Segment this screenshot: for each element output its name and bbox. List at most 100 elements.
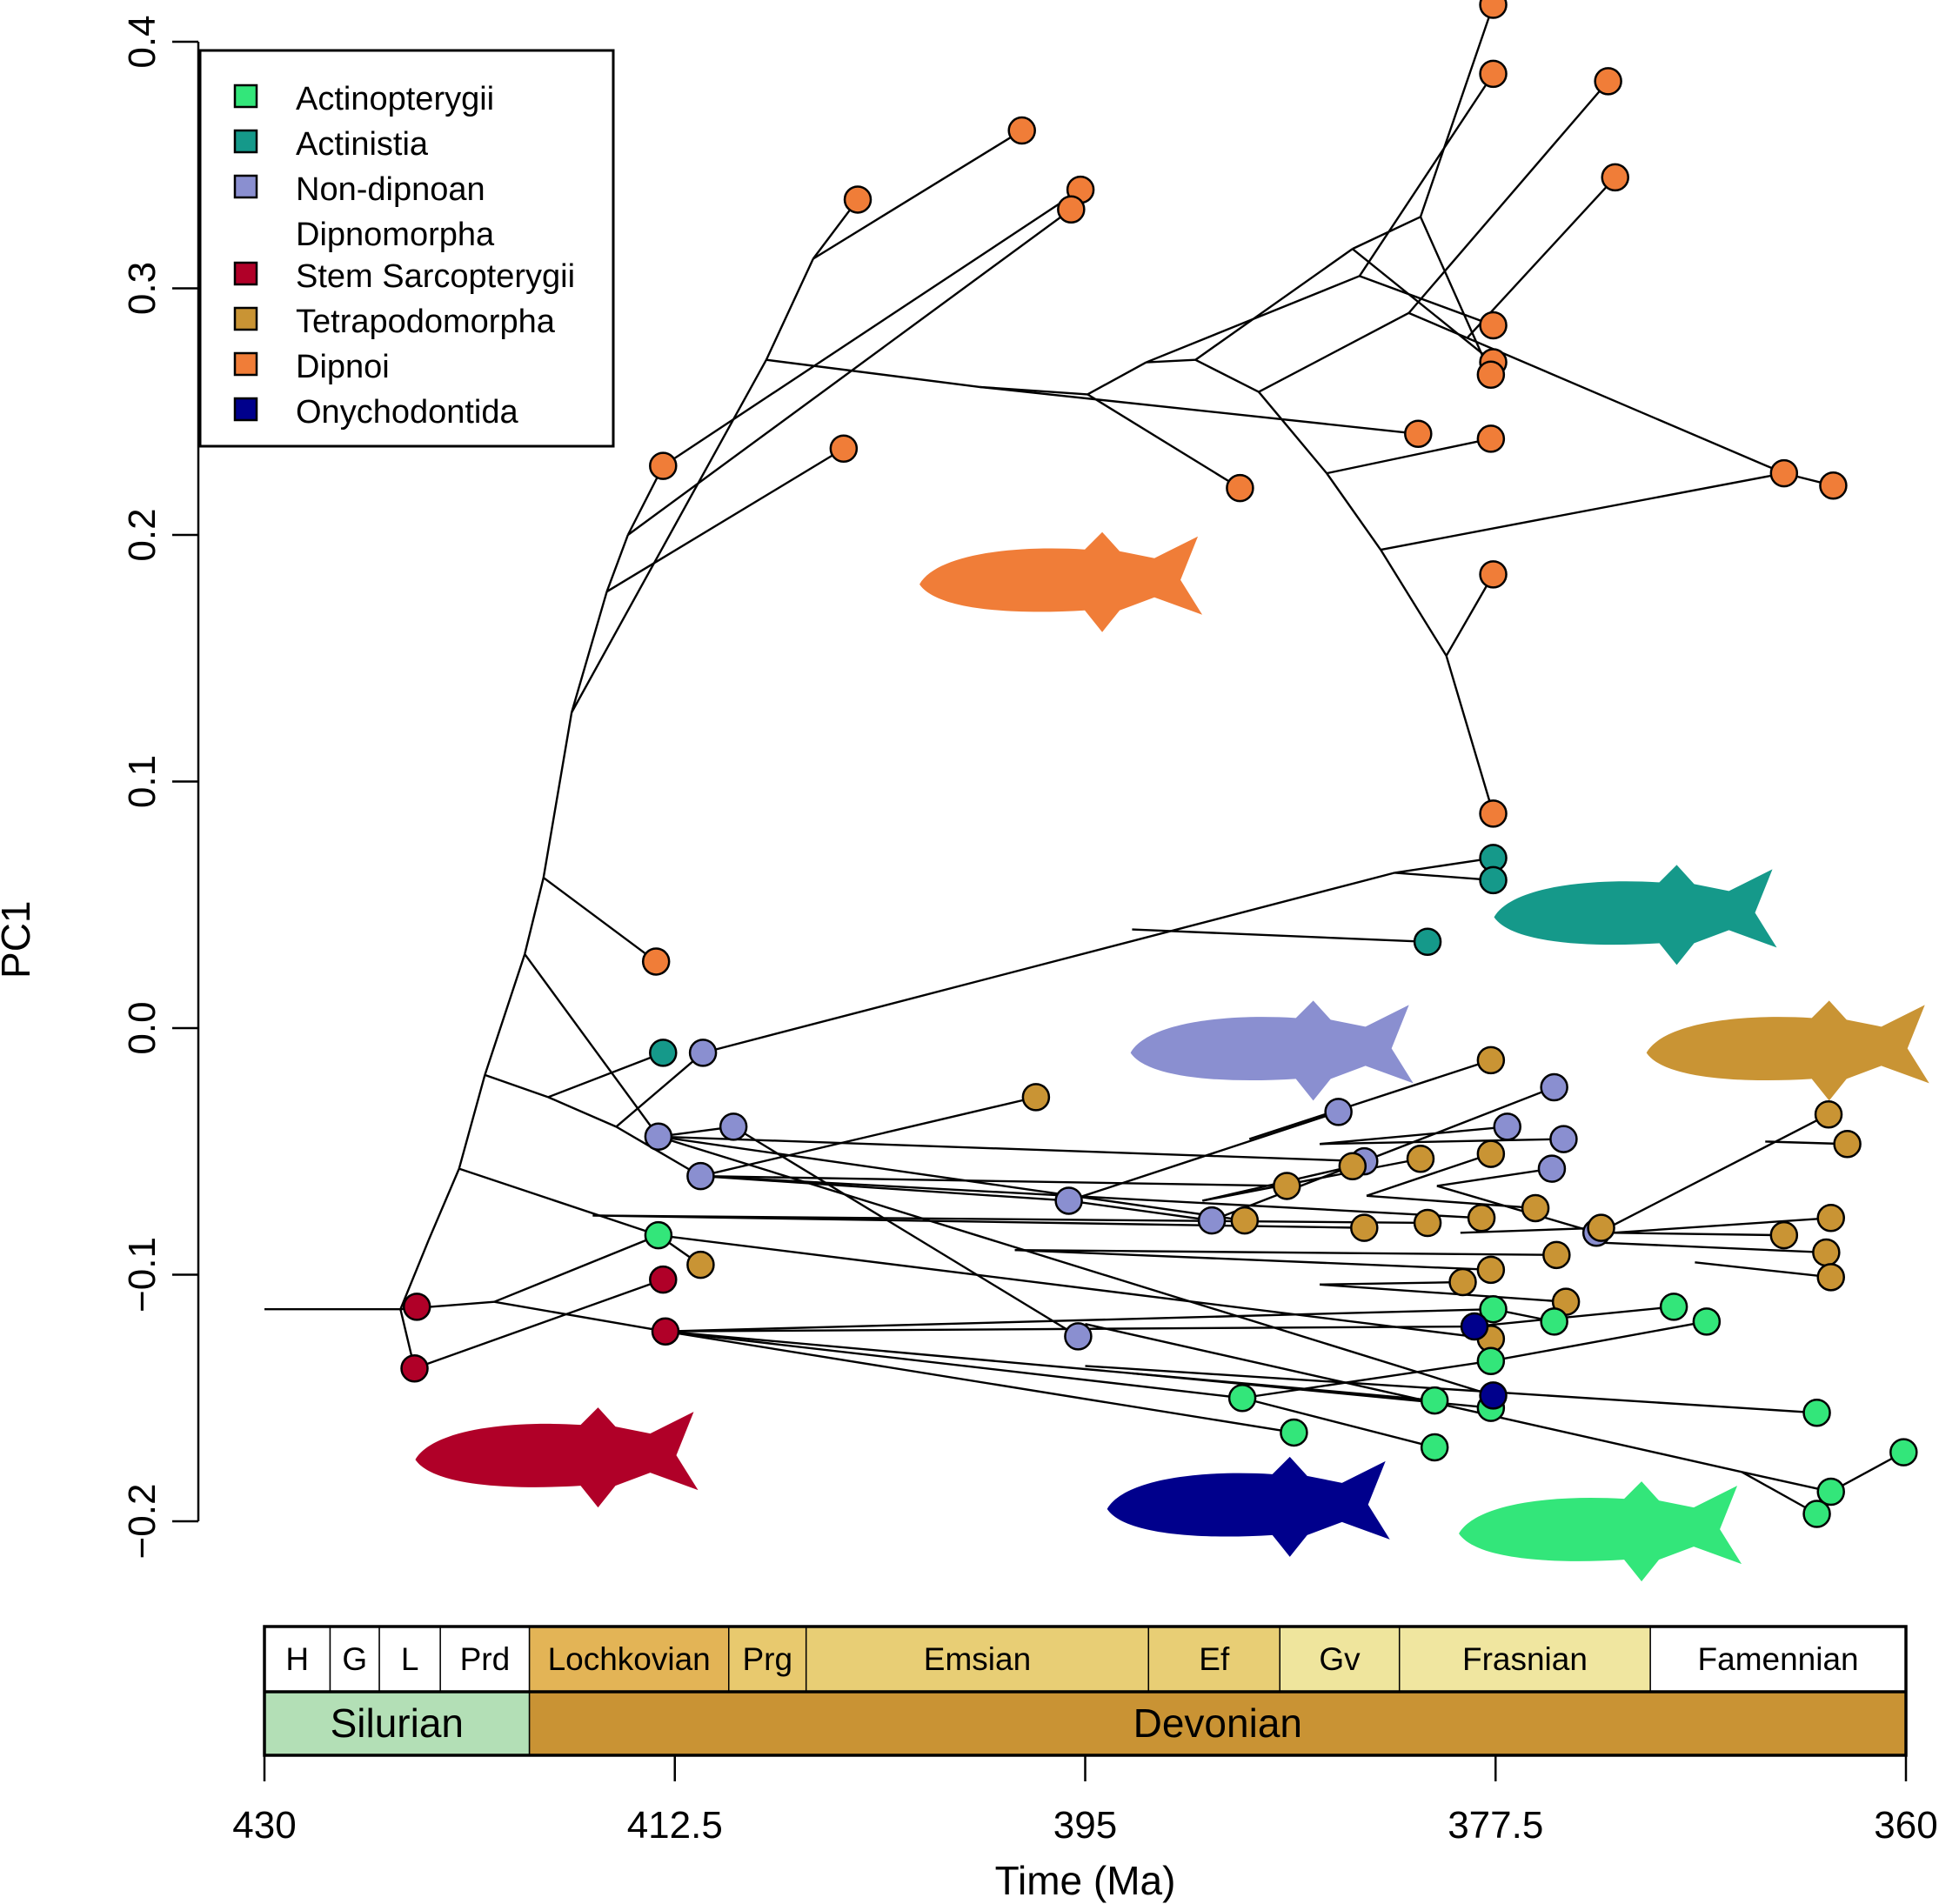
tip-point xyxy=(1802,1500,1831,1528)
period-label: Devonian xyxy=(1133,1700,1302,1746)
tree-branch xyxy=(1490,1320,1708,1362)
tree-branch xyxy=(1695,1261,1831,1279)
tip-point xyxy=(649,1039,678,1067)
fish-body xyxy=(1646,1000,1929,1101)
tip-point xyxy=(1594,67,1622,96)
tree-branch xyxy=(732,1126,1080,1338)
tree-branch xyxy=(1258,391,1328,474)
tip-point xyxy=(1406,1145,1435,1173)
period-label: Silurian xyxy=(331,1700,464,1746)
stage-label: Frasnian xyxy=(1462,1641,1588,1677)
legend: Actinopterygii Actinistia Non-dipnoan Dipno… xyxy=(198,49,615,448)
legend-swatch xyxy=(233,261,258,286)
tip-point xyxy=(1338,1152,1367,1181)
tip-point xyxy=(1479,59,1508,89)
tip-point xyxy=(1542,1240,1571,1270)
tip-point xyxy=(1054,1186,1083,1215)
tip-point xyxy=(1467,1204,1496,1233)
tree-branch xyxy=(1326,438,1492,475)
y-tick-label: 0.2 xyxy=(121,508,164,561)
tree-branch xyxy=(1380,549,1448,657)
tree-branch xyxy=(1241,1360,1492,1400)
stage-label: H xyxy=(285,1641,309,1677)
fish-body xyxy=(919,531,1203,632)
tip-point xyxy=(1549,1125,1578,1153)
stage-cell xyxy=(329,1626,380,1693)
tree-branch xyxy=(700,1174,1287,1187)
tree-branch xyxy=(1445,573,1494,657)
tip-point xyxy=(1540,1307,1568,1336)
tip-point xyxy=(1476,360,1506,389)
tree-branch xyxy=(1460,1226,1601,1234)
tip-point xyxy=(1476,1046,1506,1075)
tree-branch xyxy=(1194,358,1260,393)
tree-branch xyxy=(658,1135,1365,1163)
tip-point xyxy=(1814,1099,1843,1129)
tip-point xyxy=(641,947,671,976)
tip-point xyxy=(1273,1172,1301,1200)
tip-point xyxy=(688,1039,718,1067)
tip-point xyxy=(1479,865,1508,895)
tip-point xyxy=(719,1112,748,1141)
fish-silhouette-icon xyxy=(1646,1000,1929,1101)
tip-point xyxy=(686,1250,715,1279)
tree-branch xyxy=(1419,4,1494,217)
tree-branch xyxy=(1320,1138,1564,1146)
tree-branch xyxy=(1326,472,1382,551)
tree-branch xyxy=(1014,1248,1491,1272)
tree-branch xyxy=(1202,1158,1421,1202)
y-tick-label: −0.2 xyxy=(121,1484,164,1560)
tree-branch xyxy=(1467,177,1616,339)
tip-point xyxy=(402,1293,431,1321)
tip-point xyxy=(1476,1139,1506,1168)
x-tick-label: 377.5 xyxy=(1448,1804,1543,1847)
x-tick-label: 395 xyxy=(1053,1804,1117,1847)
tip-point xyxy=(1280,1418,1308,1447)
tip-point xyxy=(1479,311,1508,340)
x-tick-label: 360 xyxy=(1874,1804,1937,1847)
tip-point xyxy=(1350,1213,1379,1242)
tree-branch xyxy=(1741,1471,1818,1515)
tree-branch xyxy=(547,1096,617,1128)
tree-branch xyxy=(1087,393,1241,490)
tree-branch xyxy=(1085,1323,1742,1473)
tree-branch xyxy=(605,447,845,593)
tree-branch xyxy=(547,1052,664,1099)
tip-point xyxy=(1816,1204,1845,1233)
tree-branch xyxy=(700,1096,1037,1178)
tree-branch xyxy=(1612,1217,1831,1234)
stage-cell xyxy=(728,1626,807,1693)
legend-swatch xyxy=(233,174,258,199)
tree-branch xyxy=(605,534,629,592)
tip-point xyxy=(1420,1386,1449,1415)
x-tick-label: 412.5 xyxy=(627,1804,723,1847)
tree-branch xyxy=(399,1239,430,1310)
tree-branch xyxy=(1087,361,1147,396)
fish-silhouette-icon xyxy=(1494,865,1777,965)
tree-branch xyxy=(1319,1126,1508,1146)
tree-branch xyxy=(592,1214,1428,1225)
tree-branch xyxy=(1248,1059,1492,1140)
y-tick-label: 0.0 xyxy=(121,1001,164,1054)
tree-branch xyxy=(1085,1365,1817,1414)
tree-branch xyxy=(524,953,659,1138)
tip-point xyxy=(1230,1206,1260,1235)
tree-branch xyxy=(615,1052,704,1128)
tip-point xyxy=(1493,1112,1521,1141)
fish-body xyxy=(1459,1481,1742,1582)
tip-point xyxy=(1537,1154,1567,1183)
tree-branch xyxy=(1436,1185,1597,1234)
tip-point xyxy=(1833,1129,1862,1159)
tip-point xyxy=(1479,1294,1508,1324)
tip-point xyxy=(1460,1312,1489,1341)
tip-point xyxy=(1479,560,1508,589)
tip-point xyxy=(1064,1322,1093,1351)
tree-branch xyxy=(1014,1248,1557,1257)
tip-point xyxy=(400,1353,429,1383)
tree-branch xyxy=(1352,216,1421,251)
y-tick-label: 0.4 xyxy=(121,15,164,68)
tip-point xyxy=(1324,1098,1353,1126)
tip-point xyxy=(1007,116,1036,145)
y-tick-label: 0.1 xyxy=(121,755,164,808)
